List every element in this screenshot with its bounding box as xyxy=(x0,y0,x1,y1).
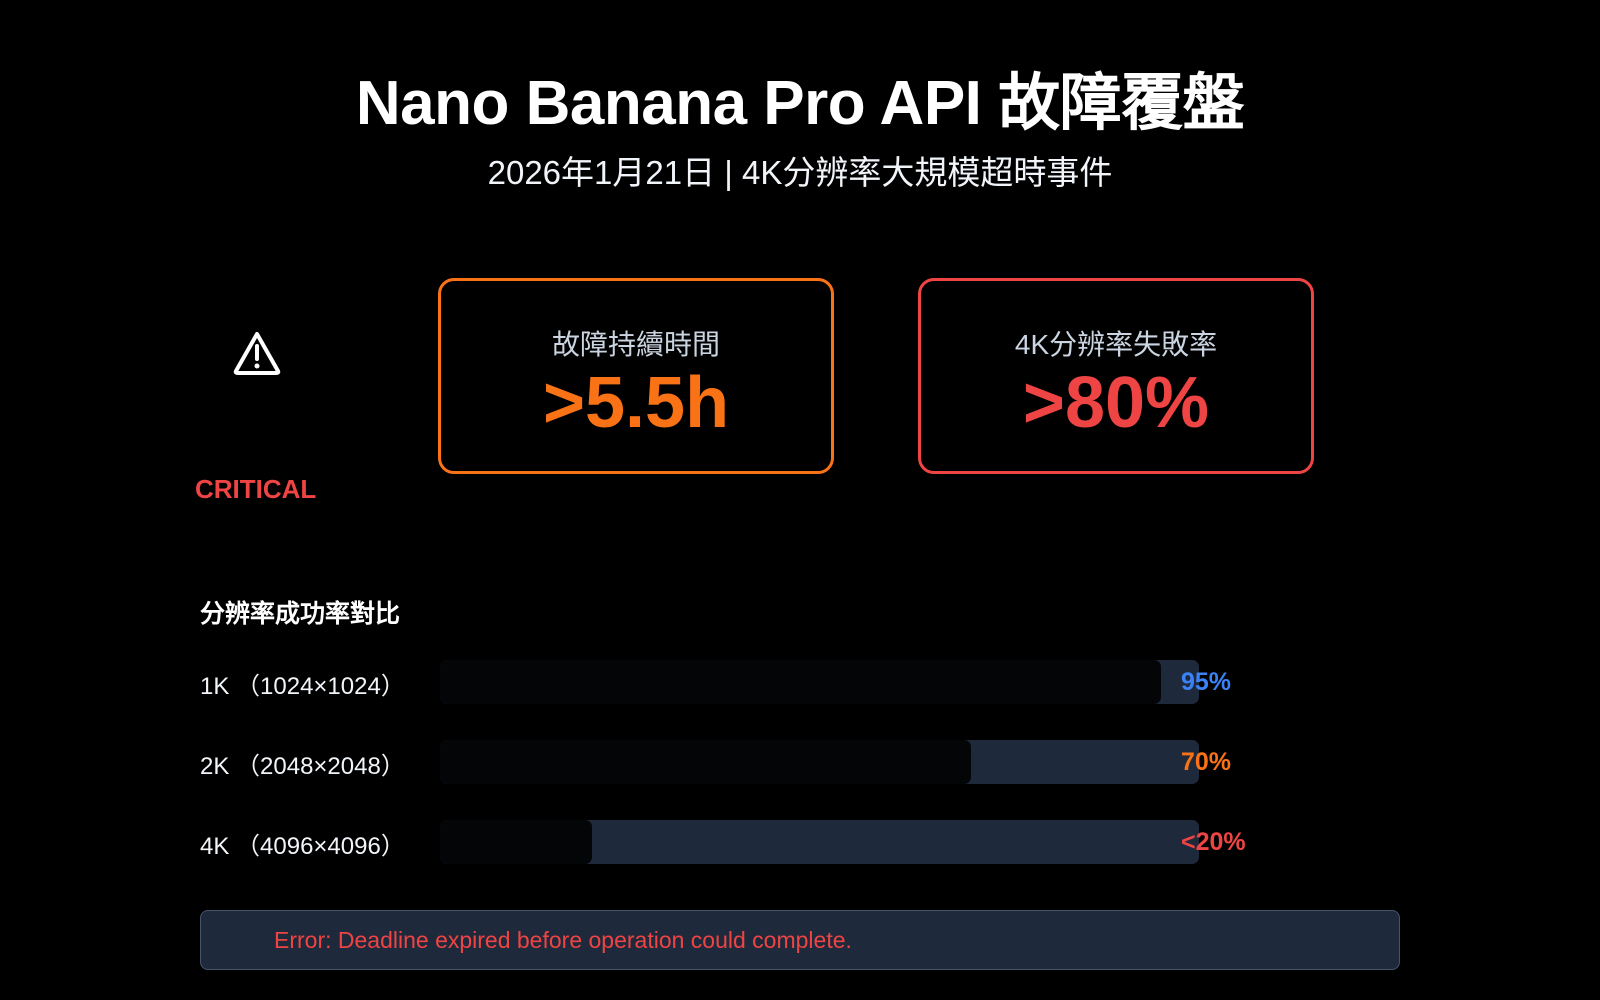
progress-track xyxy=(440,820,1199,864)
critical-label: CRITICAL xyxy=(195,474,317,504)
metric-label: 故障持續時間 xyxy=(551,329,720,360)
success-rate: <20% xyxy=(1181,828,1246,856)
page-title: Nano Banana Pro API 故障覆盤 xyxy=(355,69,1245,138)
resolution-row-4k: 4K （4096×4096） <20% xyxy=(200,820,1260,864)
comparison-title: 分辨率成功率對比 xyxy=(200,600,401,628)
metric-label: 4K分辨率失敗率 xyxy=(1014,329,1218,360)
progress-fill xyxy=(440,820,592,864)
metric-card-failure-rate: 4K分辨率失敗率 >80% xyxy=(918,278,1314,474)
metric-card-duration: 故障持續時間 >5.5h xyxy=(438,278,834,474)
progress-fill xyxy=(440,740,972,784)
resolution-label: 2K （2048×2048） xyxy=(200,753,405,780)
progress-track xyxy=(440,660,1199,704)
error-message-box: Error: Deadline expired before operation… xyxy=(200,910,1400,970)
progress-track xyxy=(440,740,1199,784)
success-rate: 95% xyxy=(1181,668,1232,696)
warning-triangle-icon xyxy=(233,332,281,375)
metric-value: >80% xyxy=(1022,363,1210,443)
resolution-row-1k: 1K （1024×1024） 95% xyxy=(200,660,1260,704)
resolution-label: 1K （1024×1024） xyxy=(200,673,405,700)
progress-fill xyxy=(440,660,1162,704)
resolution-label: 4K （4096×4096） xyxy=(200,833,405,860)
metric-value: >5.5h xyxy=(542,363,730,443)
resolution-row-2k: 2K （2048×2048） 70% xyxy=(200,740,1260,784)
success-rate: 70% xyxy=(1181,748,1232,776)
page-subtitle: 2026年1月21日 | 4K分辨率大規模超時事件 xyxy=(487,154,1113,191)
error-message: Error: Deadline expired before operation… xyxy=(274,927,852,953)
